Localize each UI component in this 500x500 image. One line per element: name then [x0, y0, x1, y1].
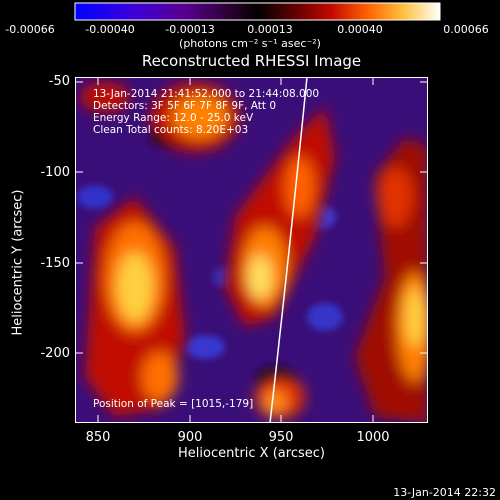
x-tick-label: 850 [85, 430, 111, 445]
x-tick-label: 1000 [356, 430, 390, 445]
colorbar-tick-3: -0.00013 [165, 23, 215, 36]
y-tick-label: -100 [40, 165, 70, 180]
plot-title: Reconstructed RHESSI Image [141, 52, 362, 70]
footer-timestamp: 13-Jan-2014 22:32 [393, 486, 496, 499]
blue-patch [185, 335, 225, 359]
info-energy-range: Energy Range: 12.0 - 25.0 keV [93, 112, 254, 124]
blue-patch [307, 303, 343, 331]
colorbar [74, 2, 441, 21]
emission-core [117, 252, 153, 322]
colorbar-tick-2: -0.00040 [85, 23, 135, 36]
colorbar-gradient [74, 2, 441, 21]
y-axis-label: Heliocentric Y (arcsec) [10, 189, 26, 336]
x-axis-label: Heliocentric X (arcsec) [178, 446, 325, 461]
info-detectors: Detectors: 3F 5F 6F 7F 8F 9F, Att 0 [93, 100, 277, 112]
colorbar-tick-1: -0.00066 [5, 23, 55, 36]
emission-core [142, 352, 178, 402]
y-tick-label: -200 [40, 346, 70, 361]
tick-marks [75, 77, 428, 423]
blue-patch [77, 185, 113, 209]
rhessi-image [75, 77, 428, 423]
info-time-range: 13-Jan-2014 21:41:52.000 to 21:44:08.000 [93, 88, 320, 100]
peak-position: Position of Peak = [1015,-179] [93, 398, 254, 410]
emission-bottom [263, 390, 287, 414]
image-frame [75, 77, 428, 423]
y-tick-label: -150 [40, 256, 70, 271]
emission-top [80, 82, 130, 112]
y-tick-label: -50 [48, 74, 70, 89]
emission-core [248, 255, 272, 299]
x-tick-label: 950 [268, 430, 294, 445]
colorbar-tick-6: 0.00066 [443, 23, 489, 36]
solar-limb [269, 77, 308, 423]
x-tick-label: 900 [177, 430, 203, 445]
emission-core [377, 167, 413, 227]
colorbar-tick-5: 0.00040 [337, 23, 383, 36]
emission-top [172, 95, 228, 139]
emission-core [405, 287, 425, 347]
colorbar-units: (photons cm⁻² s⁻¹ asec⁻²) [179, 37, 321, 50]
info-clean-counts: Clean Total counts: 8.20E+03 [93, 124, 249, 136]
emission-core [285, 157, 315, 217]
colorbar-tick-4: 0.00013 [247, 23, 293, 36]
